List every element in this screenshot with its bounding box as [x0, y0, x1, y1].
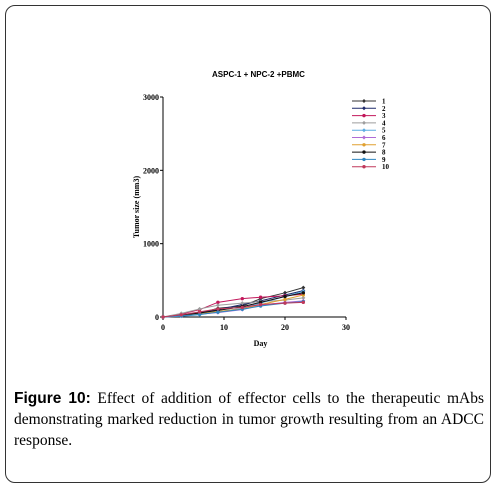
legend-label: 9 — [382, 156, 386, 164]
data-point — [197, 306, 202, 311]
data-point — [258, 302, 263, 307]
x-tick-label: 30 — [342, 323, 350, 332]
y-tick-label: 2000 — [143, 166, 159, 175]
data-point — [301, 300, 305, 305]
legend-label: 1 — [382, 98, 386, 106]
data-point — [283, 297, 287, 302]
legend-marker — [362, 120, 366, 125]
x-tick-label: 0 — [161, 323, 165, 332]
legend-label: 5 — [382, 127, 386, 135]
legend-marker — [362, 113, 366, 118]
y-axis-label: Tumor size (mm3) — [132, 176, 141, 239]
data-point — [216, 310, 220, 314]
data-point — [258, 295, 263, 299]
data-point — [283, 301, 287, 305]
x-tick-label: 10 — [220, 323, 228, 332]
data-point — [283, 294, 287, 299]
data-point — [240, 305, 244, 310]
data-point — [197, 310, 202, 314]
caption-label: Figure 10: — [14, 390, 91, 407]
data-point — [240, 301, 245, 306]
x-axis-label: Day — [254, 339, 268, 348]
data-point — [179, 313, 183, 317]
data-point — [216, 300, 220, 305]
legend-marker — [362, 165, 366, 169]
legend-label: 10 — [382, 163, 390, 171]
data-point — [161, 315, 165, 319]
legend-label: 4 — [382, 119, 386, 127]
data-point — [240, 296, 244, 301]
data-point — [301, 295, 306, 300]
data-point — [197, 312, 202, 317]
legend-marker — [362, 99, 366, 103]
legend-marker — [362, 157, 366, 162]
legend-marker — [362, 106, 366, 111]
legend-label: 2 — [382, 105, 386, 113]
line-chart: ASPC-1 + NPC-2 +PBMC 0 1000 2000 3000 0 10 20 30… — [132, 70, 390, 348]
y-tick-label: 1000 — [143, 240, 159, 249]
legend-marker — [362, 135, 366, 140]
legend-marker — [362, 150, 366, 154]
figure-caption: Figure 10: Effect of addition of effecto… — [14, 388, 484, 451]
chart-title: ASPC-1 + NPC-2 +PBMC — [212, 70, 305, 79]
y-tick-label: 3000 — [143, 93, 159, 102]
legend-label: 7 — [382, 141, 386, 149]
data-point — [301, 285, 306, 290]
x-tick-label: 20 — [281, 323, 289, 332]
data-point — [215, 303, 220, 308]
series-line-10 — [162, 301, 304, 318]
series-line-3 — [162, 293, 304, 318]
data-point — [283, 290, 287, 295]
y-tick-label: 0 — [155, 313, 159, 322]
data-point — [216, 307, 220, 311]
data-point — [301, 291, 305, 295]
legend-label: 3 — [382, 112, 386, 120]
legend-label: 6 — [382, 134, 386, 142]
legend-marker — [362, 143, 366, 147]
legend-label: 8 — [382, 149, 386, 157]
legend-marker — [362, 128, 366, 133]
figure-frame — [5, 5, 491, 483]
caption-text: Effect of addition of effector cells to … — [14, 390, 484, 449]
